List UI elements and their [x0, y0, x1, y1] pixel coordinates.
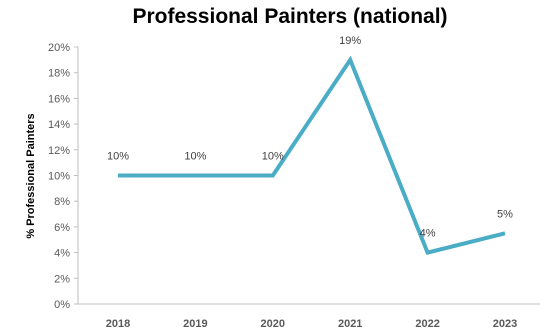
x-tick-label: 2020	[261, 318, 285, 330]
data-point	[503, 231, 507, 235]
series-layer	[116, 55, 507, 255]
data-labels: 10% 10% 10% 19% 4% 5%	[107, 35, 513, 240]
x-tick-label: 2021	[338, 318, 362, 330]
x-tick-label: 2023	[493, 318, 517, 330]
x-axis-ticks: 2018 2019 2020 2021 2022 2023	[106, 318, 517, 330]
data-point	[193, 174, 197, 178]
y-tick-label: 2%	[54, 273, 70, 285]
x-tick-label: 2019	[183, 318, 207, 330]
y-tick-label: 8%	[54, 196, 70, 208]
x-tick-label: 2018	[106, 318, 130, 330]
data-point	[348, 58, 352, 62]
y-tick-label: 6%	[54, 222, 70, 234]
data-point	[271, 174, 275, 178]
data-point	[116, 174, 120, 178]
chart-title: Professional Painters (national)	[132, 5, 447, 28]
data-label: 10%	[184, 151, 206, 163]
data-label: 5%	[497, 208, 513, 220]
y-tick-label: 14%	[48, 119, 70, 131]
y-tick-label: 0%	[54, 299, 70, 311]
y-tick-label: 12%	[48, 145, 70, 157]
y-tick-label: 10%	[48, 171, 70, 183]
y-tick-label: 4%	[54, 248, 70, 260]
data-point	[426, 251, 430, 255]
y-tick-label: 20%	[48, 42, 70, 54]
series-line	[118, 55, 506, 255]
y-axis-ticks: 0% 2% 4% 6% 8% 10% 12% 14% 16% 18% 20%	[48, 42, 78, 311]
y-axis-title: % Professional Painters	[25, 113, 37, 238]
data-label: 10%	[107, 151, 129, 163]
y-tick-label: 18%	[48, 68, 70, 80]
data-label: 19%	[339, 35, 361, 47]
data-label: 10%	[262, 151, 284, 163]
y-tick-label: 16%	[48, 93, 70, 105]
data-label: 4%	[420, 228, 436, 240]
x-tick-label: 2022	[415, 318, 439, 330]
